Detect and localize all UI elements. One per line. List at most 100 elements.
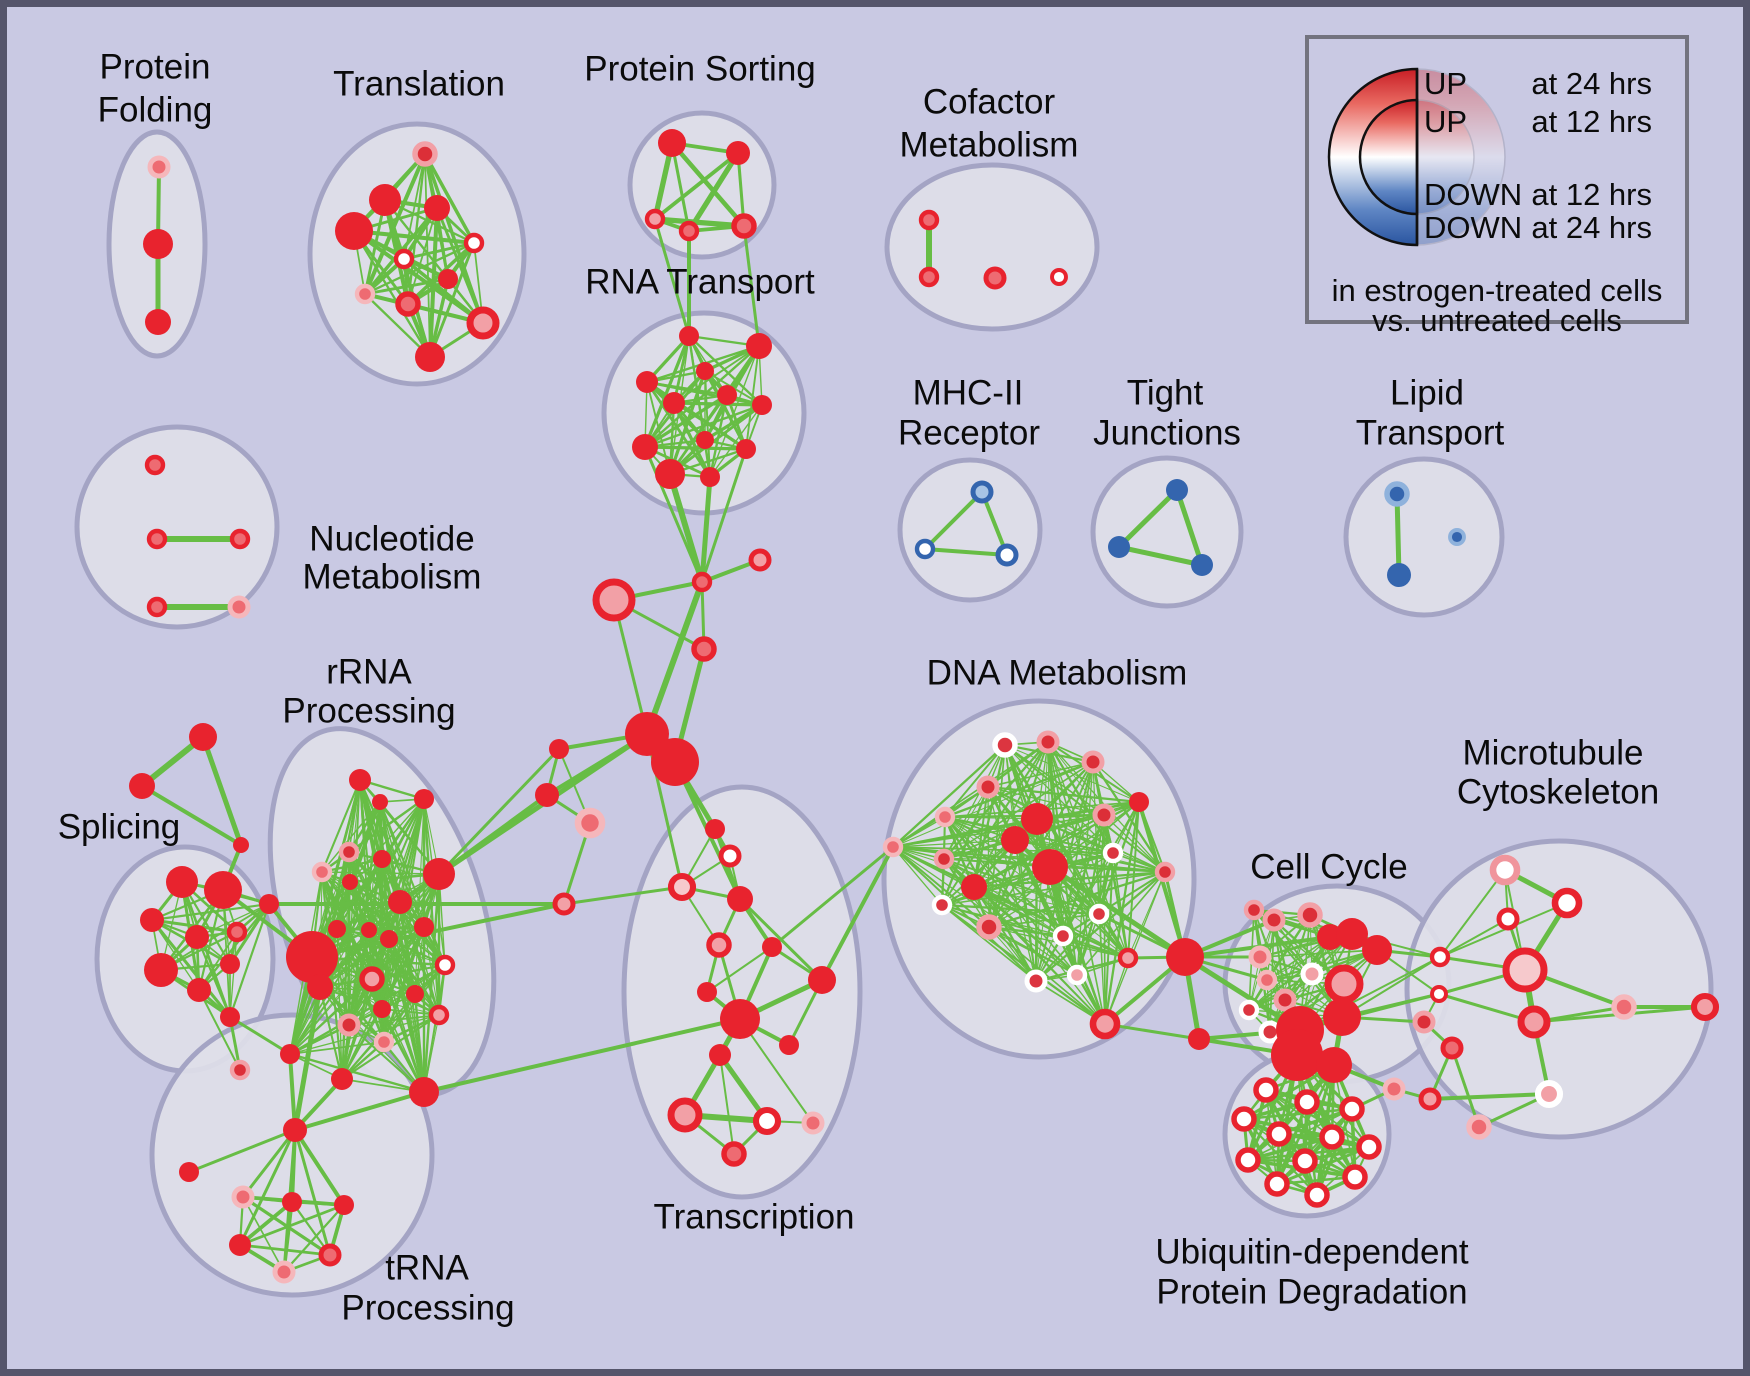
edge (289, 798, 425, 1055)
edge (1259, 949, 1378, 958)
node-trna-7 (272, 1260, 296, 1284)
edge (1004, 744, 1105, 816)
edge (940, 903, 1101, 916)
edge (941, 871, 1166, 906)
edge (988, 852, 1114, 928)
node-trna-1 (179, 1162, 199, 1182)
legend-caption-0: in estrogen-treated cells (1332, 273, 1663, 308)
edge (672, 401, 712, 479)
node-mt-6 (1534, 1079, 1564, 1109)
node-cc-18 (1440, 1036, 1464, 1060)
node-rrna-7 (423, 858, 455, 890)
edge (336, 928, 385, 1043)
edge (437, 747, 561, 876)
cluster-label-rrna-0: rRNA (326, 652, 412, 691)
node-cc-19 (1382, 1077, 1406, 1101)
node-tj-2 (1191, 554, 1213, 576)
node-rrna-21 (373, 1031, 395, 1053)
edge (228, 1015, 292, 1056)
cluster-label-trna-1: Processing (341, 1288, 514, 1327)
node-dna-19 (1117, 947, 1139, 969)
edge (699, 474, 713, 585)
node-conn-4 (625, 712, 669, 756)
edge (892, 846, 1037, 982)
node-trna-0 (283, 1118, 307, 1142)
legend-time-0: at 24 hrs (1531, 66, 1652, 101)
node-nuc-2 (229, 528, 251, 550)
node-cc-16 (1430, 985, 1448, 1003)
node-spl-6 (185, 925, 209, 949)
edge (289, 1014, 440, 1055)
edge (986, 785, 1141, 804)
node-tln-6 (438, 269, 458, 289)
node-cc-11 (1238, 999, 1260, 1021)
node-rrna-12 (380, 930, 398, 948)
node-conn-2 (592, 578, 636, 622)
node-ub-3 (1294, 1089, 1320, 1115)
edge (988, 926, 1078, 976)
node-nuc-1 (146, 528, 168, 550)
node-pf-0 (147, 155, 171, 179)
node-rna-7 (632, 434, 658, 460)
cluster-ellipse-lip (1343, 456, 1505, 618)
cluster-label-pf-1: Folding (98, 90, 213, 129)
edge (422, 1017, 742, 1094)
cluster-label-tsc-0: Transcription (654, 1197, 855, 1236)
edge (1242, 1107, 1354, 1121)
node-dna-13 (1102, 842, 1124, 864)
edge (892, 839, 1016, 848)
node-rna-4 (663, 392, 685, 414)
edge (643, 403, 764, 449)
node-mt-4 (1517, 1005, 1551, 1039)
node-mhc-1 (914, 538, 936, 560)
edge (140, 784, 243, 847)
cluster-label-cof-0: Cofactor (923, 82, 1056, 121)
node-cc-7 (1300, 962, 1324, 986)
edge (643, 334, 691, 449)
edge (320, 778, 362, 874)
node-rrna-6 (373, 850, 391, 868)
legend-time-3: at 24 hrs (1531, 210, 1652, 245)
node-spl-2 (233, 837, 249, 853)
node-rrna-10 (328, 920, 346, 938)
node-dna-1 (1036, 730, 1060, 754)
edge (973, 886, 1064, 937)
node-ub-8 (1356, 1134, 1382, 1160)
edge (1116, 487, 1180, 550)
edge (200, 734, 244, 848)
node-rna-6 (752, 395, 772, 415)
node-lip-1 (1387, 563, 1411, 587)
edge (652, 216, 747, 229)
edge (382, 1013, 441, 1044)
legend-dir-2: DOWN (1424, 177, 1522, 212)
node-rrna-22 (280, 1044, 300, 1064)
edge (612, 598, 649, 736)
edge (293, 1128, 346, 1207)
legend-time-2: at 12 hrs (1531, 177, 1652, 212)
node-rrna-4 (311, 861, 333, 883)
node-tsc-9 (779, 1035, 799, 1055)
node-rrna-13 (286, 931, 338, 983)
node-conn-5 (651, 738, 699, 786)
node-tsc-1 (718, 844, 742, 868)
edge (643, 445, 704, 584)
node-tsc-11 (667, 1097, 703, 1133)
node-ub-0 (1271, 1029, 1323, 1081)
node-tln-0 (412, 141, 438, 167)
node-cc-8 (1324, 964, 1364, 1004)
edge (987, 870, 1167, 929)
edge (381, 1008, 425, 1093)
node-pf-1 (143, 229, 173, 259)
node-spl-13 (229, 1059, 251, 1081)
edge (198, 989, 241, 1071)
edge (745, 345, 760, 450)
edge (1341, 956, 1441, 1018)
node-cc-5 (1362, 935, 1392, 965)
legend-ring-inner-left (1358, 98, 1419, 216)
node-rna-0 (679, 326, 699, 346)
node-dna-21 (1024, 969, 1048, 993)
edge (422, 797, 441, 1017)
node-ub-13 (1304, 1182, 1330, 1208)
edge (1036, 818, 1166, 873)
